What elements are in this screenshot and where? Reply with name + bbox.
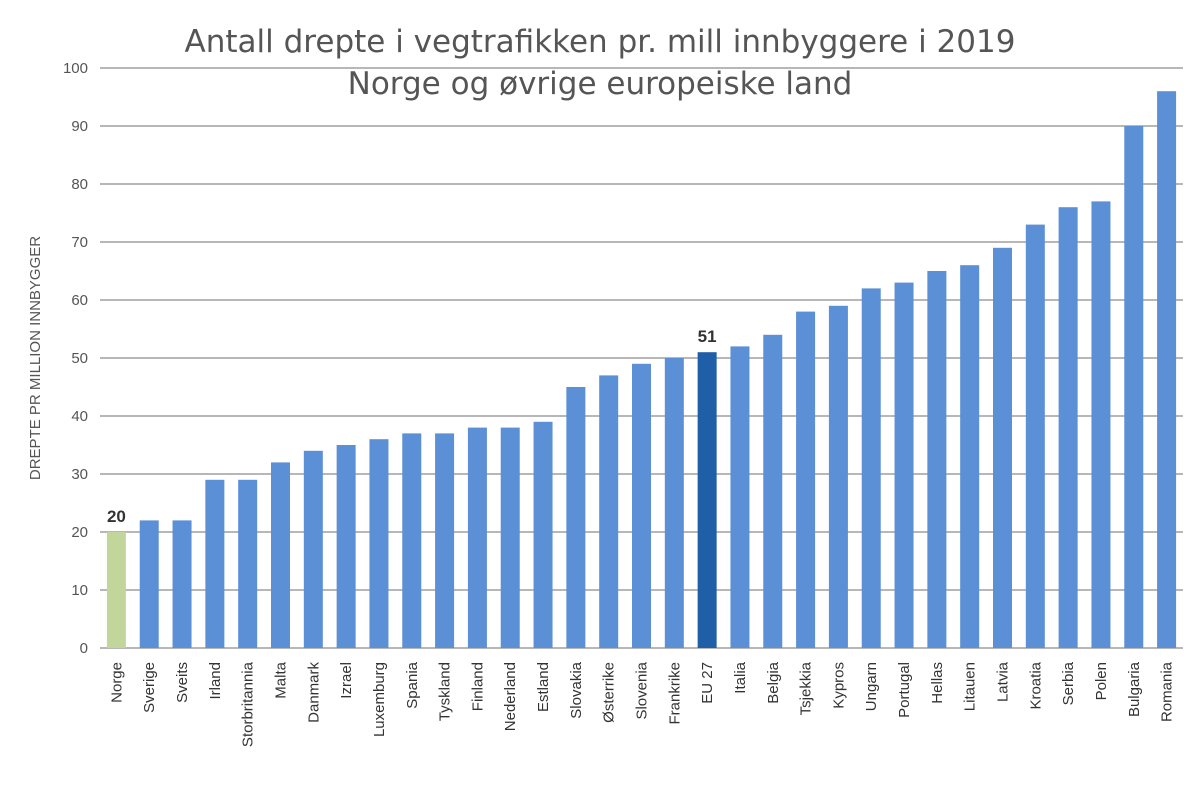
y-tick-60: 60 (71, 292, 88, 309)
bar-spania (402, 433, 422, 648)
bar-estland (533, 421, 553, 648)
bar-irland (205, 479, 225, 648)
bar-serbia (1058, 207, 1078, 648)
bar-portugal (894, 282, 914, 648)
category-label: Spania (404, 661, 421, 708)
y-tick-70: 70 (71, 234, 88, 251)
y-tick-20: 20 (71, 524, 88, 541)
category-label: Luxemburg (371, 662, 388, 737)
y-tick-90: 90 (71, 118, 88, 135)
bar-luxemburg (369, 439, 389, 648)
category-labels: Norge Sverige Sveits Irland Storbritannia Mal… (108, 661, 1175, 747)
category-label: Danmark (305, 662, 322, 723)
bar-danmark (303, 450, 323, 648)
category-label: Hellas (929, 662, 946, 704)
data-label-norge: 20 (107, 507, 126, 526)
bar-sveits (172, 520, 192, 648)
category-label: Sverige (141, 662, 158, 713)
bar-izrael (336, 445, 356, 648)
category-label: Ungarn (863, 662, 880, 711)
category-label: Norge (108, 662, 125, 703)
category-label: Sveits (174, 662, 191, 703)
category-label: Litauen (962, 662, 979, 711)
bar-sverige (139, 520, 159, 648)
bar-slovenia (632, 363, 651, 648)
bar-tsjekkia (796, 311, 816, 648)
bar-ungarn (861, 288, 881, 648)
bar-kroatia (1025, 224, 1045, 648)
chart-subtitle: Norge og øvrige europeiske land (348, 66, 853, 102)
bar-hellas (927, 271, 947, 648)
category-label: Romania (1159, 661, 1176, 722)
category-label: Polen (1093, 662, 1110, 700)
category-label: Irland (207, 662, 224, 700)
bar-norge (106, 532, 126, 648)
category-label: Izrael (338, 662, 355, 699)
category-label: Slovenia (634, 661, 651, 719)
bar-eu-27 (697, 352, 717, 648)
bar-polen (1091, 201, 1111, 648)
bar-latvia (993, 247, 1012, 649)
category-label: Frankrike (666, 662, 683, 725)
bar-frankrike (664, 358, 684, 648)
category-label: Kypros (830, 662, 847, 709)
category-label: Italia (732, 661, 749, 693)
y-tick-30: 30 (71, 466, 88, 483)
bar-italia (730, 346, 750, 648)
bar-nederland (500, 427, 520, 648)
y-tick-100: 100 (63, 60, 88, 77)
category-label: Tsjekkia (798, 661, 815, 715)
bar-slovakia (566, 387, 586, 648)
y-tick-40: 40 (71, 408, 88, 425)
y-tick-labels: 0 10 20 30 40 50 60 70 80 90 100 (63, 60, 88, 657)
bar-østerrike (599, 375, 619, 648)
category-label: EU 27 (699, 662, 716, 704)
chart-title: Antall drepte i vegtrafikken pr. mill in… (185, 24, 1016, 60)
y-tick-10: 10 (71, 582, 88, 599)
bar-belgia (763, 334, 783, 648)
bar-storbritannia (238, 479, 258, 648)
category-label: Tyskland (437, 662, 454, 721)
category-label: Belgia (765, 661, 782, 703)
bar-romania (1157, 91, 1177, 648)
bar-malta (271, 462, 290, 648)
category-label: Serbia (1060, 661, 1077, 705)
category-label: Nederland (502, 662, 519, 731)
category-label: Finland (469, 662, 486, 711)
bars (106, 91, 1177, 649)
bar-litauen (960, 265, 980, 648)
category-label: Slovakia (568, 661, 585, 718)
category-label: Storbritannia (240, 661, 257, 747)
category-label: Malta (273, 661, 290, 698)
category-label: Latvia (995, 661, 1012, 702)
category-label: Kroatia (1027, 661, 1044, 709)
bar-kypros (828, 305, 848, 648)
bar-tyskland (435, 433, 455, 648)
category-label: Østerrike (601, 662, 618, 723)
y-tick-50: 50 (71, 350, 88, 367)
bar-finland (467, 427, 487, 648)
data-label-eu-27: 51 (698, 327, 717, 346)
category-label: Estland (535, 662, 552, 712)
category-label: Portugal (896, 662, 913, 718)
category-label: Bulgaria (1126, 661, 1143, 717)
bar-bulgaria (1124, 126, 1144, 648)
y-axis-label: DREPTE PR MILLION INNBYGGER (27, 236, 44, 480)
y-tick-80: 80 (71, 176, 88, 193)
y-tick-0: 0 (80, 640, 88, 657)
